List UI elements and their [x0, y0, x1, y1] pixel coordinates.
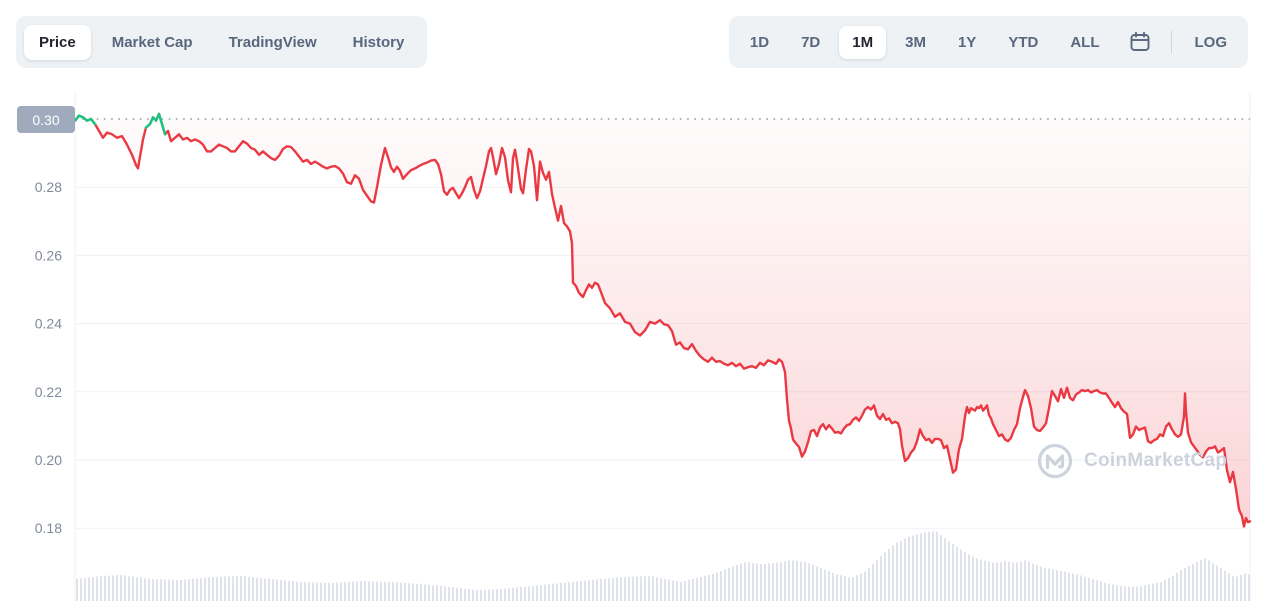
- price-line-gain-segment: [144, 112, 167, 136]
- range-button-3m[interactable]: 3M: [892, 26, 939, 59]
- tab-market-cap[interactable]: Market Cap: [97, 25, 208, 60]
- y-axis-tick-label: 0.28: [35, 179, 62, 195]
- price-line-gain-segment: [73, 114, 97, 126]
- drawdown-area-fill: [75, 113, 1250, 527]
- range-button-7d[interactable]: 7D: [788, 26, 833, 59]
- tab-tradingview[interactable]: TradingView: [214, 25, 332, 60]
- tab-history[interactable]: History: [338, 25, 420, 60]
- range-button-all[interactable]: ALL: [1057, 26, 1112, 59]
- y-axis-tick-label: 0.18: [35, 520, 62, 536]
- divider: [1170, 31, 1172, 53]
- range-button-1d[interactable]: 1D: [737, 26, 782, 59]
- baseline-price-badge: 0.30: [17, 106, 75, 133]
- tab-price[interactable]: Price: [24, 24, 91, 60]
- y-axis-tick-label: 0.24: [35, 316, 62, 332]
- range-button-1m[interactable]: 1M: [839, 25, 887, 59]
- range-button-ytd[interactable]: YTD: [995, 26, 1051, 59]
- calendar-icon: [1130, 31, 1149, 51]
- volume-bars: [76, 531, 1250, 601]
- chart-view-tabs: Price Market Cap TradingView History: [16, 16, 428, 68]
- y-axis-tick-label: 0.22: [35, 384, 62, 400]
- price-line-chart[interactable]: 0.28 0.26 0.24 0.22 0.20 0.18: [0, 80, 1280, 601]
- range-button-1y[interactable]: 1Y: [945, 26, 989, 59]
- price-chart-area[interactable]: 0.30 CoinMarketCap 0.28 0.26 0.24 0.22 0.20 0…: [0, 80, 1280, 601]
- y-axis-tick-label: 0.20: [35, 452, 62, 468]
- time-range-controls: 1D 7D 1M 3M 1Y YTD ALL LOG: [728, 16, 1248, 68]
- calendar-button[interactable]: [1119, 24, 1161, 60]
- log-scale-button[interactable]: LOG: [1182, 26, 1241, 59]
- y-axis-tick-label: 0.26: [35, 247, 62, 263]
- price-line: [73, 112, 1252, 528]
